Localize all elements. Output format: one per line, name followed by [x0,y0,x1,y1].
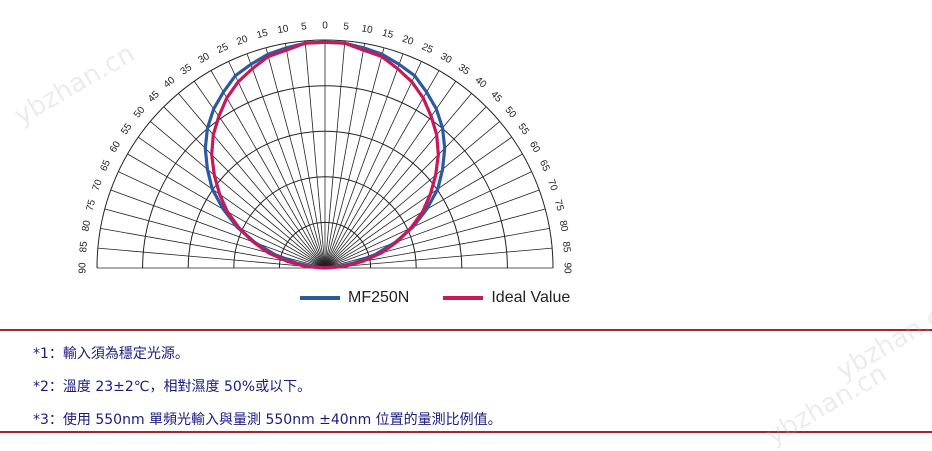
angle-tick-label: 80 [80,219,93,232]
angle-tick-label: 10 [361,23,374,36]
grid-spoke [118,171,326,269]
angle-tick-label: 30 [197,51,213,66]
angle-tick-label: 60 [108,139,123,155]
angle-tick-label: 85 [560,241,572,253]
grid-spoke [324,70,440,269]
angle-tick-label: 40 [473,75,489,91]
angle-tick-label: 75 [85,198,99,212]
grid-spoke [324,40,346,269]
series-line-ideal-value [210,40,440,270]
angle-tick-label: 70 [545,178,559,193]
legend-item-mf250n: MF250N [300,289,409,307]
footnotes: *1：輸入須為穩定光源。 *2：溫度 23±2℃，相對濕度 50%或以下。 *3… [0,329,932,433]
angle-tick-label: 65 [537,158,552,173]
angle-tick-label: 90 [78,262,89,274]
grid-spoke [150,121,326,269]
angle-tick-label: 55 [119,121,135,137]
angle-tick-label: 50 [132,104,148,120]
angle-tick-label: 80 [557,220,570,233]
grid-spoke [324,53,404,269]
footnote-2: *2：溫度 23±2℃，相對濕度 50%或以下。 [33,379,312,395]
angle-tick-label: 65 [98,158,113,173]
grid-spoke [104,208,326,269]
grid-spoke [246,53,326,269]
legend-swatch-ideal [443,296,484,300]
angle-tick-label: 5 [301,21,308,32]
footnote-1: *1：輸入須為穩定光源。 [33,346,189,362]
grid-spoke [138,136,326,269]
grid-spoke [265,47,326,269]
angle-tick-label: 0 [322,21,328,32]
angle-tick-label: 20 [235,34,250,48]
grid-spoke [324,189,540,269]
angle-tick-label: 45 [488,89,504,105]
grid-spoke [324,81,457,269]
angle-tick-label: 25 [215,41,230,56]
angle-tick-label: 35 [456,62,472,78]
grid-spoke [324,208,546,269]
grid-spoke [228,61,326,269]
angle-tick-label: 50 [502,105,518,121]
legend-label-ideal: Ideal Value [491,289,571,306]
angle-tick-label: 25 [420,41,435,56]
legend-swatch-mf250n [300,296,340,300]
grid-spoke [324,61,422,269]
angle-tick-label: 85 [78,240,90,252]
angle-tick-label: 10 [277,23,290,36]
grid-spoke [324,93,472,269]
grid-spoke [324,171,532,269]
angle-tick-label: 55 [515,122,531,138]
grid-spoke [324,121,500,269]
angle-tick-label: 20 [401,34,416,48]
angle-tick-label: 15 [256,28,270,42]
angle-tick-label: 15 [381,28,395,42]
angle-tick-label: 75 [552,199,566,213]
angle-tick-label: 35 [179,62,195,78]
grid-spoke [324,43,365,269]
grid-spoke [324,247,553,269]
grid-spoke [304,40,326,269]
angle-tick-label: 5 [343,21,350,32]
grid-spoke [110,189,326,269]
grid-spoke [285,43,326,269]
grid-spoke [210,70,326,269]
grid-spoke [324,136,512,269]
grid-spoke [193,81,326,269]
grid-spoke [324,106,487,269]
grid-spoke [324,47,385,269]
grid-spoke [97,247,326,269]
angle-tick-label: 45 [146,89,162,105]
legend-label-mf250n: MF250N [348,289,410,306]
angle-tick-label: 60 [527,140,542,156]
angle-tick-label: 70 [91,178,105,193]
footnote-3: *3：使用 550nm 單頻光輸入與量測 550nm ±40nm 位置的量測比例… [33,412,502,428]
legend: MF250N Ideal Value [300,289,604,307]
angle-tick-label: 90 [561,262,572,274]
grid-spoke [178,93,326,269]
legend-item-ideal: Ideal Value [443,289,570,307]
angle-tick-label: 40 [162,75,178,91]
angle-tick-label: 30 [438,51,454,66]
grid-spoke [163,106,326,269]
